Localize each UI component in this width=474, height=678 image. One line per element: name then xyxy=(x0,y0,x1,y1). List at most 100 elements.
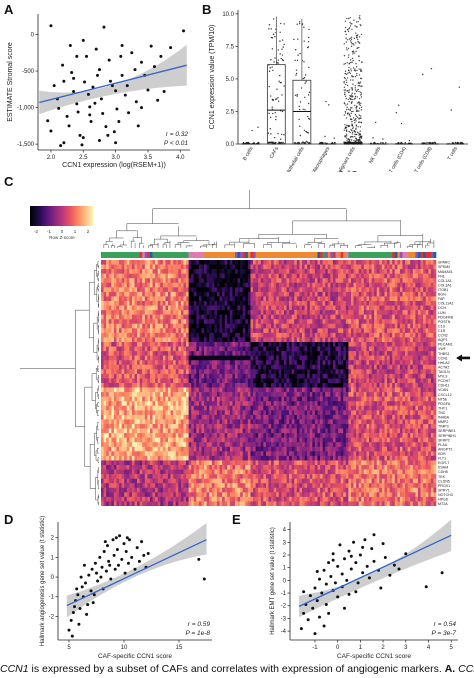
jitter-point xyxy=(302,108,304,110)
heatmap-cell xyxy=(160,310,164,315)
heatmap-cell xyxy=(191,310,195,315)
data-point xyxy=(125,84,129,88)
heatmap-cell xyxy=(363,342,367,347)
heatmap-cell xyxy=(366,373,370,379)
heatmap-cell xyxy=(206,310,210,315)
heatmap-cell xyxy=(276,337,280,343)
heatmap-cell xyxy=(294,260,298,265)
heatmap-cell xyxy=(108,360,112,366)
heatmap-cell xyxy=(263,310,267,315)
heatmap-cell xyxy=(314,305,318,311)
heatmap-cell xyxy=(366,314,370,320)
heatmap-cell xyxy=(235,328,238,334)
jitter-point xyxy=(351,74,353,77)
jitter-point xyxy=(354,135,356,138)
heatmap-cell xyxy=(425,310,429,315)
heatmap-cell xyxy=(430,278,434,284)
heatmap-cell xyxy=(111,310,115,315)
heatmap-cell xyxy=(242,278,246,284)
heatmap-cell xyxy=(415,269,419,274)
heatmap-cell xyxy=(111,287,115,293)
heatmap-cell xyxy=(281,351,285,356)
jitter-point xyxy=(267,132,270,134)
heatmap-cell xyxy=(126,378,130,384)
heatmap-cell xyxy=(278,337,282,343)
heatmap-cell xyxy=(214,269,218,274)
heatmap-cell xyxy=(175,314,179,320)
heatmap-cell xyxy=(214,369,218,375)
column-group-cell xyxy=(142,252,146,258)
jitter-point xyxy=(355,141,357,144)
heatmap-cell xyxy=(106,269,110,274)
heatmap-cell xyxy=(106,346,110,352)
data-point xyxy=(68,43,72,47)
jitter-point xyxy=(358,101,360,103)
heatmap-cell xyxy=(186,369,189,375)
heatmap-cell xyxy=(183,337,187,343)
heatmap-cell xyxy=(371,351,375,356)
heatmap-cell xyxy=(224,301,228,306)
heatmap-cell xyxy=(229,310,233,315)
heatmap-cell xyxy=(278,346,282,352)
jitter-point xyxy=(280,57,282,60)
heatmap-cell xyxy=(338,328,341,334)
jitter-point xyxy=(343,63,345,65)
heatmap-cell xyxy=(216,342,220,347)
heatmap-cell xyxy=(332,346,336,352)
heatmap-cell xyxy=(299,314,303,320)
heatmap-cell xyxy=(335,346,339,352)
heatmap-cell xyxy=(389,360,393,366)
heatmap-cell xyxy=(121,337,125,343)
heatmap-cell xyxy=(119,278,122,284)
heatmap-cell xyxy=(201,328,205,334)
heatmap-cell xyxy=(126,264,130,270)
heatmap-cell xyxy=(265,337,269,343)
heatmap-cell xyxy=(387,373,390,379)
heatmap-cell xyxy=(265,355,269,361)
jitter-point xyxy=(345,79,348,81)
heatmap-cell xyxy=(425,287,429,293)
heatmap-cell xyxy=(229,296,233,302)
heatmap-cell xyxy=(289,278,292,284)
heatmap-cell xyxy=(332,282,336,288)
heatmap-cell xyxy=(299,301,303,306)
heatmap-cell xyxy=(183,373,187,379)
data-point xyxy=(52,84,56,88)
heatmap-cell xyxy=(106,278,110,284)
heatmap-cell xyxy=(407,291,411,297)
heatmap-cell xyxy=(101,296,104,302)
heatmap-cell xyxy=(363,310,367,315)
heatmap-cell xyxy=(180,287,184,293)
heatmap-cell xyxy=(198,287,202,293)
jitter-point xyxy=(348,66,350,69)
heatmap-cell xyxy=(149,282,153,288)
heatmap-cell xyxy=(149,296,153,302)
jitter-point xyxy=(359,15,361,17)
heatmap-cell xyxy=(129,282,133,288)
heatmap-cell xyxy=(296,378,300,384)
jitter-point xyxy=(459,141,462,144)
heatmap-cell xyxy=(358,323,362,329)
heatmap-cell xyxy=(379,269,383,274)
heatmap-cell xyxy=(260,332,264,338)
jitter-point xyxy=(347,29,349,31)
heatmap-cell xyxy=(291,305,295,311)
heatmap-cell xyxy=(374,355,378,361)
heatmap-cell xyxy=(412,269,416,274)
heatmap-cell xyxy=(149,342,153,347)
heatmap-cell xyxy=(309,337,313,343)
heatmap-cell xyxy=(116,351,120,356)
heatmap-cell xyxy=(209,337,213,343)
heatmap-cell xyxy=(348,269,352,274)
heatmap-cell xyxy=(430,373,434,379)
heatmap-cell xyxy=(183,260,187,265)
heatmap-cell xyxy=(245,282,249,288)
heatmap-cell xyxy=(358,301,362,306)
heatmap-cell xyxy=(433,301,437,306)
heatmap-cell xyxy=(402,332,406,338)
heatmap-cell xyxy=(332,319,336,325)
heatmap-cell xyxy=(247,291,251,297)
heatmap-cell xyxy=(155,260,158,265)
heatmap-cell xyxy=(332,364,336,370)
heatmap-cell xyxy=(121,269,125,274)
